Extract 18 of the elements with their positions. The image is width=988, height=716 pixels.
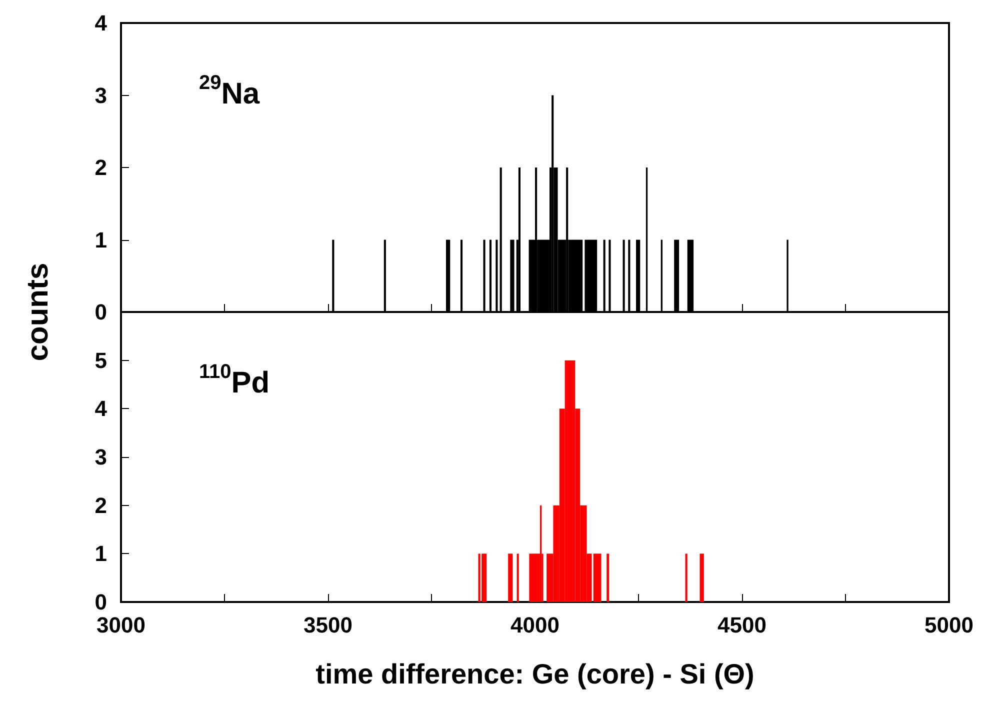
x-tick-label: 3500 xyxy=(304,612,352,638)
x-tick-label: 4000 xyxy=(510,612,560,638)
y-axis-title: counts xyxy=(22,262,54,362)
y-tick-label: 4 xyxy=(94,396,108,422)
y-tick-label: 5 xyxy=(94,348,107,373)
y-tick-label: 0 xyxy=(94,300,107,324)
y-tick-label: 3 xyxy=(94,444,107,470)
y-tick-label: 3 xyxy=(94,82,107,108)
y-tick-label: 0 xyxy=(94,590,107,614)
x-tick-label: 5000 xyxy=(924,612,974,638)
x-tick-label: 3000 xyxy=(96,612,146,638)
x-tick-label: 4500 xyxy=(718,612,766,638)
y-tick-label: 2 xyxy=(94,155,107,180)
x-axis-title: time difference: Ge (core) - Si (Θ) xyxy=(316,658,754,690)
y-tick-label: 4 xyxy=(94,10,108,36)
y-tick-label: 2 xyxy=(94,492,107,518)
y-tick-label: 1 xyxy=(94,227,107,252)
y-tick-label: 1 xyxy=(94,541,107,566)
